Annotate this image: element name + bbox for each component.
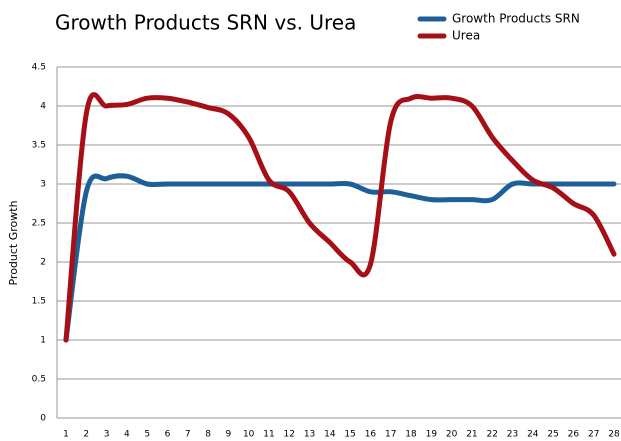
x-tick-label: 11 <box>263 430 274 440</box>
x-tick-label: 21 <box>466 430 477 440</box>
legend-label: Growth Products SRN <box>452 12 580 26</box>
x-tick-label: 12 <box>284 430 295 440</box>
y-tick-label: 4.5 <box>32 63 46 73</box>
x-tick-label: 4 <box>124 430 130 440</box>
x-tick-label: 3 <box>104 430 110 440</box>
x-tick-label: 14 <box>324 430 336 440</box>
legend-label: Urea <box>452 29 480 43</box>
x-tick-label: 1 <box>63 430 69 440</box>
x-tick-label: 6 <box>165 430 171 440</box>
x-tick-label: 20 <box>446 430 458 440</box>
y-tick-label: 1 <box>40 336 46 346</box>
chart-title: Growth Products SRN vs. Urea <box>55 11 356 35</box>
x-tick-label: 9 <box>226 430 232 440</box>
line <box>63 173 617 343</box>
y-tick-label: 2.5 <box>32 219 46 229</box>
y-tick-label: 4 <box>40 102 46 112</box>
y-tick-label: 0.5 <box>32 375 46 385</box>
x-tick-label: 22 <box>486 430 497 440</box>
x-tick-label: 7 <box>185 430 191 440</box>
line <box>63 92 617 343</box>
x-tick-label: 18 <box>405 430 417 440</box>
y-tick-label: 1.5 <box>32 297 46 307</box>
x-tick-label: 25 <box>547 430 558 440</box>
x-tick-label: 19 <box>426 430 438 440</box>
x-tick-label: 5 <box>144 430 150 440</box>
x-tick-label: 13 <box>304 430 315 440</box>
x-tick-label: 26 <box>568 430 580 440</box>
x-tick-label: 15 <box>344 430 355 440</box>
x-tick-label: 2 <box>83 430 89 440</box>
x-tick-label: 24 <box>527 430 539 440</box>
y-tick-label: 2 <box>40 258 46 268</box>
y-tick-label: 3.5 <box>32 141 46 151</box>
y-tick-label: 0 <box>40 414 46 424</box>
x-tick-label: 16 <box>365 430 377 440</box>
x-tick-label: 28 <box>608 430 620 440</box>
x-tick-label: 8 <box>205 430 211 440</box>
y-axis-label: Product Growth <box>7 200 20 285</box>
x-tick-label: 10 <box>243 430 255 440</box>
x-tick-label: 17 <box>385 430 396 440</box>
y-tick-label: 3 <box>40 180 46 190</box>
x-tick-label: 23 <box>507 430 518 440</box>
x-tick-label: 27 <box>588 430 599 440</box>
